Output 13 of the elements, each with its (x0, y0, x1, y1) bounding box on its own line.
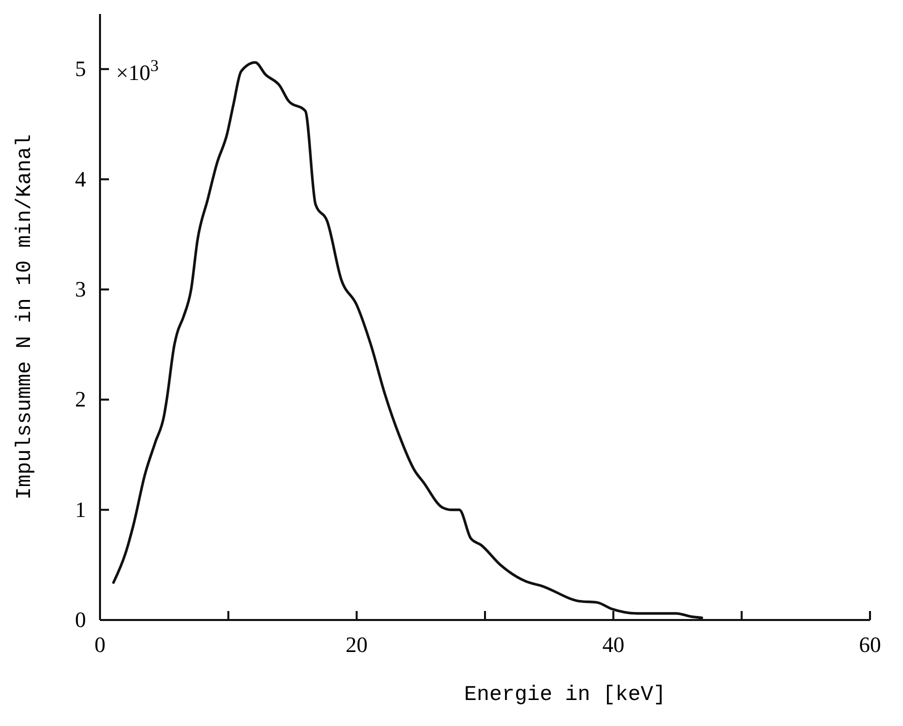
y-tick-label: 0 (75, 607, 86, 632)
y-tick-label: 3 (75, 276, 86, 302)
x-axis-title: Energie in [keV] (464, 684, 666, 707)
annotation: ×10$^{3}$ (116, 56, 159, 85)
x-tick-label: 40 (602, 632, 624, 657)
y-tick-label: 2 (75, 386, 86, 412)
x-tick-label: 60 (859, 632, 881, 657)
x-tick-label: 20 (346, 632, 368, 657)
y-tick-label: 4 (75, 166, 86, 192)
y-axis-title: Impulssumme N in 10 min/Kanal (14, 134, 37, 500)
y-tick-label: 5 (75, 56, 86, 82)
y-tick-label: 1 (75, 496, 86, 522)
x-tick-label: 0 (94, 632, 106, 657)
